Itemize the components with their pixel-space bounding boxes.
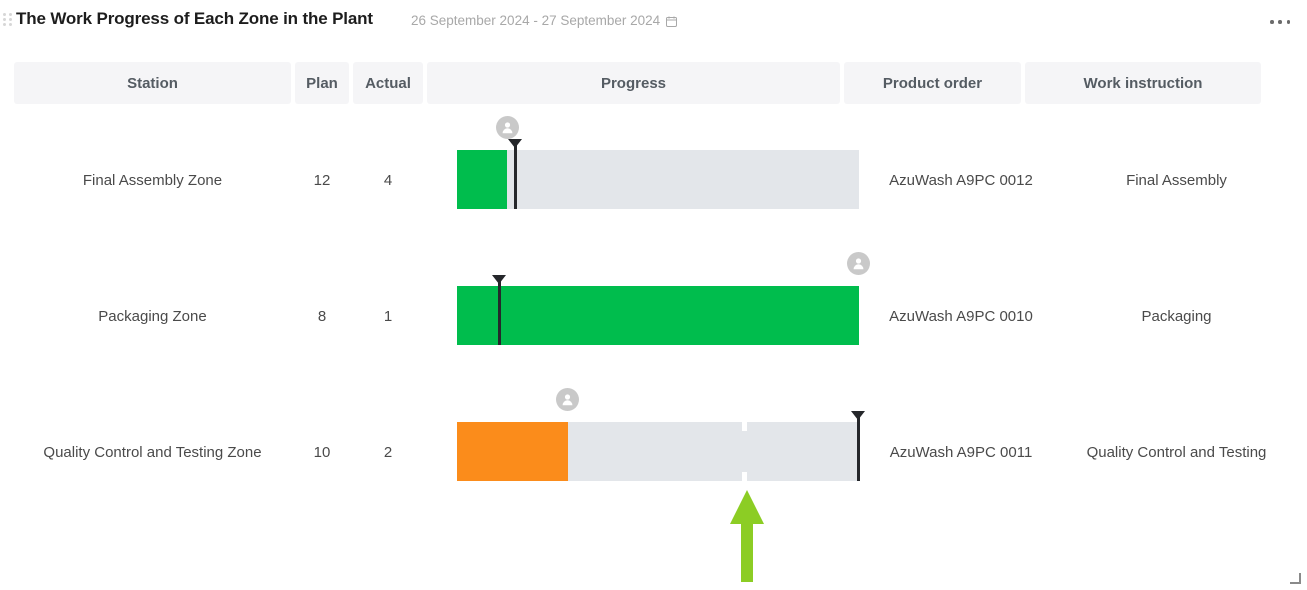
table-row[interactable]: Final Assembly Zone 12 4 AzuWash A9PC 0012 F…: [0, 112, 1307, 248]
column-header-work-instruction[interactable]: Work instruction: [1025, 62, 1261, 104]
cell-product-order: AzuWash A9PC 0010: [889, 307, 1033, 325]
operator-avatar-icon[interactable]: [846, 252, 870, 275]
table-header-row: Station Plan Actual Progress Product ord…: [14, 62, 1293, 104]
column-header-station[interactable]: Station: [14, 62, 291, 104]
cell-actual: 4: [383, 171, 393, 189]
drag-dot: [3, 23, 6, 26]
cell-station: Packaging Zone: [98, 307, 207, 325]
progress-bar[interactable]: [457, 116, 859, 209]
progress-divider-notch: [741, 472, 747, 481]
kebab-dot: [1286, 20, 1290, 24]
kebab-dot: [1278, 20, 1282, 24]
column-header-plan[interactable]: Plan: [295, 62, 349, 104]
cell-work-instruction: Packaging: [1141, 307, 1212, 325]
cell-plan: 10: [313, 443, 331, 461]
resize-corner-mark[interactable]: [1290, 573, 1301, 584]
cell-actual: 2: [383, 443, 393, 461]
drag-dot: [3, 13, 6, 16]
target-marker-icon[interactable]: [851, 411, 866, 481]
progress-track: [457, 150, 859, 209]
drag-dot: [9, 13, 12, 16]
cell-progress: [427, 112, 862, 248]
cell-work-instruction: Final Assembly: [1126, 171, 1227, 189]
progress-fill: [457, 422, 568, 481]
column-header-actual[interactable]: Actual: [353, 62, 423, 104]
drag-dot: [9, 18, 12, 21]
target-marker-icon[interactable]: [492, 275, 507, 345]
progress-bar[interactable]: [457, 388, 866, 481]
table-row[interactable]: Quality Control and Testing Zone 10 2 AzuWa…: [0, 384, 1307, 520]
page-title: The Work Progress of Each Zone in the Pl…: [16, 9, 373, 28]
progress-fill: [457, 286, 859, 345]
cell-actual: 1: [383, 307, 393, 325]
column-header-progress[interactable]: Progress: [427, 62, 840, 104]
drag-dot: [3, 18, 6, 21]
progress-bar[interactable]: [457, 252, 870, 345]
cell-station: Quality Control and Testing Zone: [43, 443, 262, 461]
progress-fill: [457, 150, 508, 209]
table-row[interactable]: Packaging Zone 8 1 AzuWash A9PC 0010 Packagi…: [0, 248, 1307, 384]
column-header-product-order[interactable]: Product order: [844, 62, 1021, 104]
cell-product-order: AzuWash A9PC 0012: [889, 171, 1033, 189]
up-arrow-annotation-icon: [728, 488, 766, 584]
cell-product-order: AzuWash A9PC 0011: [889, 443, 1033, 461]
cell-plan: 8: [317, 307, 327, 325]
date-range-picker[interactable]: 26 September 2024 - 27 September 2024: [411, 13, 678, 28]
ellipsis-icon[interactable]: [1270, 14, 1290, 30]
cell-plan: 12: [313, 171, 331, 189]
progress-divider-notch: [741, 422, 747, 431]
drag-handle-icon[interactable]: [3, 13, 12, 30]
date-range-label: 26 September 2024 - 27 September 2024: [411, 13, 661, 28]
cell-progress: [427, 384, 866, 520]
kebab-dot: [1270, 20, 1274, 24]
operator-avatar-icon[interactable]: [556, 388, 580, 411]
drag-dot: [9, 23, 12, 26]
calendar-icon: [666, 16, 678, 27]
cell-station: Final Assembly Zone: [82, 171, 223, 189]
operator-avatar-icon[interactable]: [495, 116, 519, 139]
cell-progress: [427, 248, 870, 384]
target-marker-icon[interactable]: [508, 139, 523, 209]
widget-header: The Work Progress of Each Zone in the Pl…: [0, 0, 1307, 44]
table-body: Final Assembly Zone 12 4 AzuWash A9PC 0012 F…: [0, 112, 1307, 520]
cell-work-instruction: Quality Control and Testing: [1086, 443, 1267, 461]
